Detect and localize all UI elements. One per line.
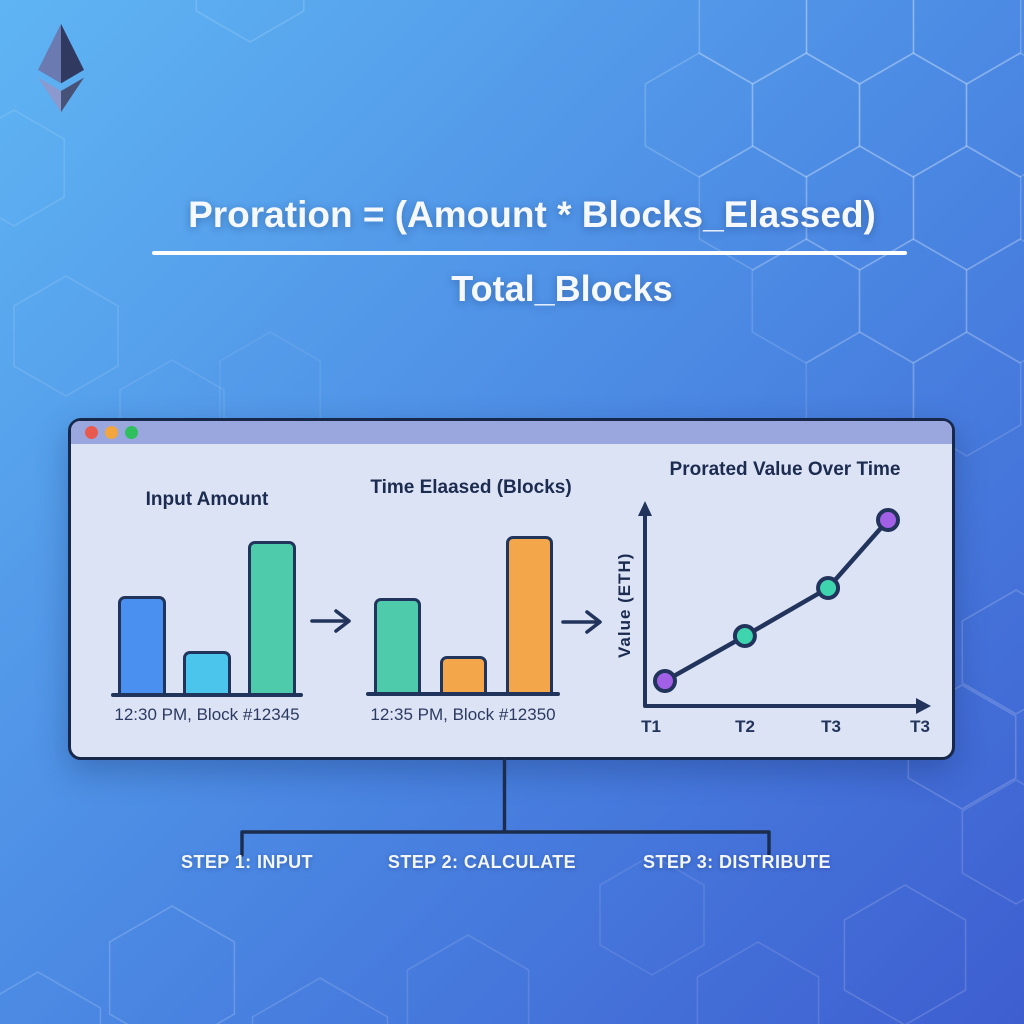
chart1-baseline: [111, 693, 303, 697]
prorated-line-chart: [638, 501, 931, 714]
browser-window: Input Amount 12:30 PM, Block #12345 Time…: [68, 418, 955, 760]
chart2-baseline: [366, 692, 560, 696]
bar: [118, 596, 166, 693]
bar: [248, 541, 296, 693]
close-button[interactable]: [85, 426, 98, 439]
chart1-caption: 12:30 PM, Block #12345: [114, 705, 300, 724]
minimize-button[interactable]: [105, 426, 118, 439]
fraction-line: [152, 251, 907, 255]
arrow-right-icon: [310, 609, 351, 633]
chart3-x-ticks: T1 T2 T3 T3: [631, 717, 931, 739]
data-point: [816, 576, 841, 601]
chart1-bars: [111, 531, 303, 693]
arrow-right-icon: [561, 610, 602, 634]
chart2-bars: [366, 530, 560, 692]
bar: [183, 651, 231, 693]
step-3-label: STEP 3: DISTRIBUTE: [643, 852, 831, 872]
data-point: [876, 507, 900, 532]
ethereum-logo-icon: [38, 23, 84, 113]
formula-denominator: Total_Blocks: [451, 268, 673, 309]
chart2-caption: 12:35 PM, Block #12350: [370, 705, 556, 724]
data-point: [732, 623, 757, 648]
step-1-label: STEP 1: INPUT: [181, 852, 313, 872]
x-tick: T2: [735, 717, 755, 736]
chart1-title: Input Amount: [145, 489, 269, 510]
zoom-button[interactable]: [125, 426, 138, 439]
data-point: [652, 669, 677, 694]
chart3-title: Prorated Value Over Time: [669, 459, 901, 480]
window-titlebar: [71, 421, 952, 444]
formula-numerator: Proration = (Amount * Blocks_Elassed): [188, 194, 876, 235]
step-connector-lines: [240, 757, 771, 857]
bar: [440, 656, 487, 692]
chart2-title: Time Elaased (Blocks): [370, 477, 572, 498]
x-tick: T3: [821, 717, 841, 736]
bar: [374, 598, 421, 692]
bar: [506, 536, 553, 692]
step-2-label: STEP 2: CALCULATE: [387, 852, 577, 872]
x-axis-arrowhead: [916, 698, 931, 714]
x-tick: T3: [910, 717, 930, 736]
y-axis-arrowhead: [638, 501, 652, 516]
x-tick: T1: [641, 717, 661, 736]
